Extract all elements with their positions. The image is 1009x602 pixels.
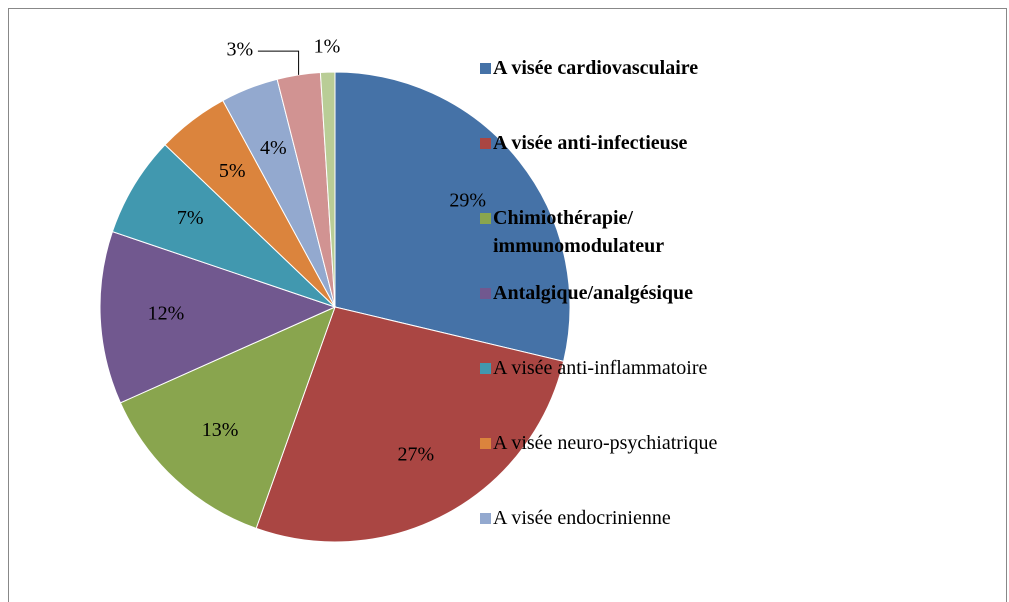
data-label: 29% <box>449 190 486 212</box>
legend-label: A visée cardiovasculaire <box>493 57 699 79</box>
legend-swatch <box>480 138 491 149</box>
legend-entry: A visée cardiovasculaire <box>480 54 1000 129</box>
legend-label: A visée anti-inflammatoire <box>493 357 708 379</box>
legend-label: A visée endocrinienne <box>493 507 671 529</box>
pie-slice <box>119 306 336 530</box>
legend-label: A visée neuro-psychiatrique <box>493 432 718 454</box>
legend-entry: A visée endocrinienne <box>480 504 1000 579</box>
data-label: 27% <box>397 443 434 465</box>
data-label: 13% <box>202 419 239 441</box>
leader-line <box>257 50 300 75</box>
data-label: 5% <box>219 160 246 182</box>
chart-frame <box>8 8 1007 602</box>
legend: A visée cardiovasculaire A visée anti-inf… <box>480 54 1000 579</box>
legend-entry: Chimiothérapie/ immunomodulateur <box>480 204 1000 279</box>
pie-slice <box>334 71 571 362</box>
pie-slice <box>319 71 336 308</box>
legend-swatch <box>480 363 491 374</box>
legend-swatch <box>480 513 491 524</box>
data-label: 4% <box>260 137 287 159</box>
legend-swatch <box>480 438 491 449</box>
pie-slice <box>111 144 336 308</box>
legend-swatch <box>480 63 491 74</box>
pie-slice <box>99 230 337 404</box>
legend-entry: A visée anti-inflammatoire <box>480 354 1000 429</box>
legend-swatch <box>480 213 491 224</box>
data-label: 12% <box>148 302 185 324</box>
legend-entry: A visée anti-infectieuse <box>480 129 1000 204</box>
legend-label: Antalgique/analgésique <box>493 282 694 304</box>
data-label: 7% <box>177 207 204 229</box>
legend-label: Chimiothérapie/ immunomodulateur <box>493 207 665 257</box>
legend-entry: A visée neuro-psychiatrique <box>480 429 1000 504</box>
data-label: 3% <box>227 39 254 61</box>
legend-label: A visée anti-infectieuse <box>493 132 688 154</box>
data-label: 1% <box>314 36 341 58</box>
legend-entry: Antalgique/analgésique <box>480 279 1000 354</box>
legend-swatch <box>480 288 491 299</box>
